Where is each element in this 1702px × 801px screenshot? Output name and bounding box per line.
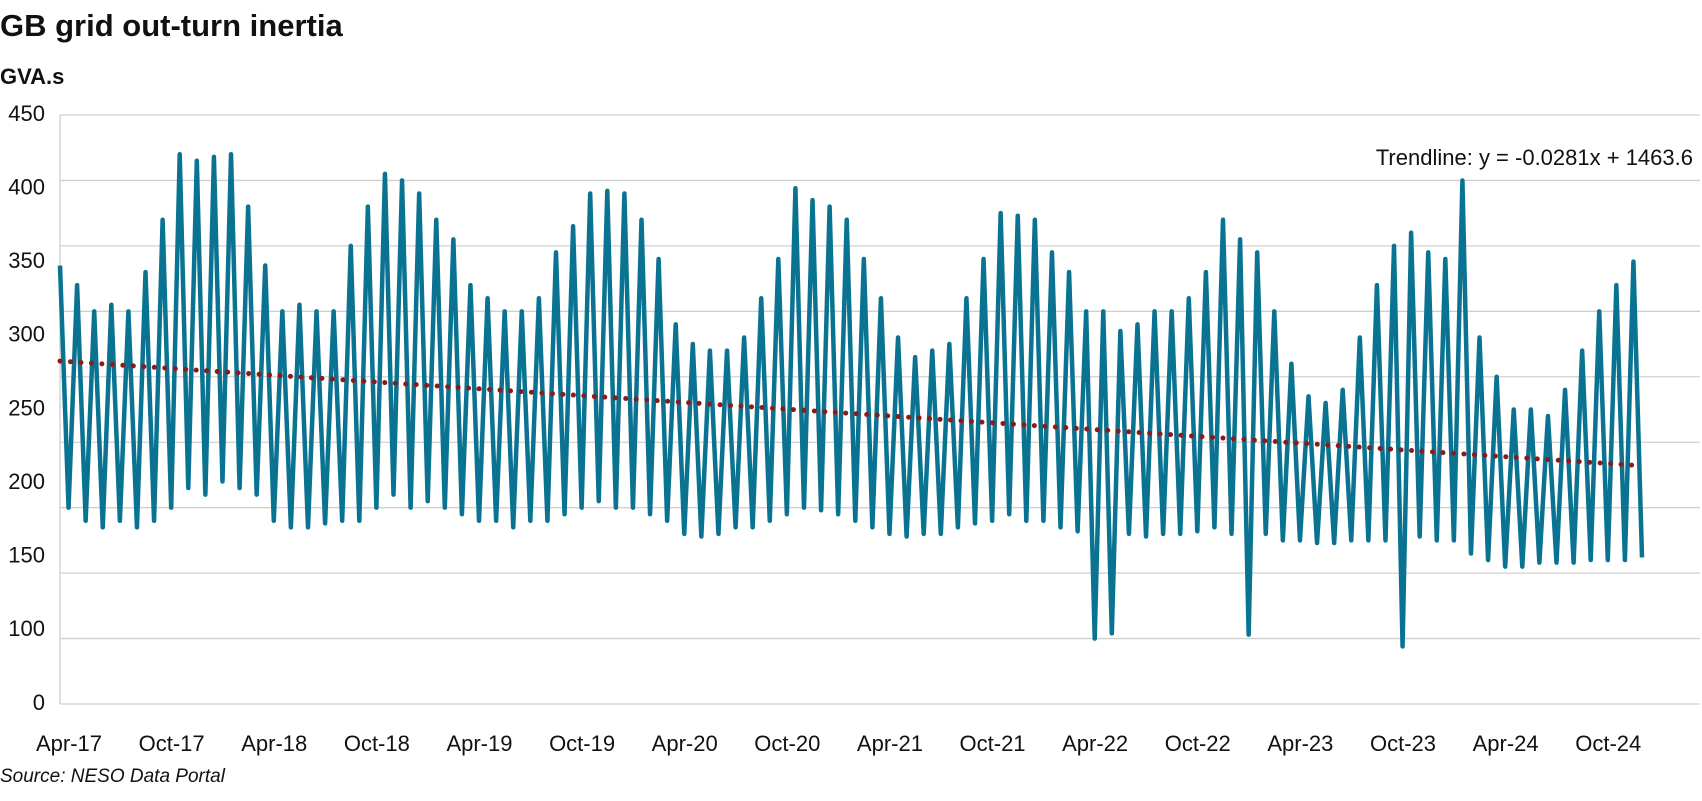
y-tick-label: 450	[8, 101, 45, 126]
trendline	[57, 358, 1645, 469]
y-tick-label: 100	[8, 616, 45, 641]
x-tick-label: Apr-23	[1267, 731, 1333, 756]
trendline-annotation: Trendline: y = -0.0281x + 1463.6	[1376, 145, 1693, 170]
x-tick-label: Apr-22	[1062, 731, 1128, 756]
y-tick-label: 250	[8, 395, 45, 420]
x-tick-label: Oct-23	[1370, 731, 1436, 756]
x-tick-label: Apr-24	[1473, 731, 1539, 756]
x-tick-label: Apr-21	[857, 731, 923, 756]
x-tick-label: Oct-19	[549, 731, 615, 756]
x-tick-label: Oct-22	[1165, 731, 1231, 756]
y-tick-label: 200	[8, 469, 45, 494]
x-tick-label: Apr-17	[36, 731, 102, 756]
source-note: Source: NESO Data Portal	[0, 766, 226, 787]
x-tick-label: Oct-21	[960, 731, 1026, 756]
x-tick-label: Oct-20	[754, 731, 820, 756]
y-tick-label: 350	[8, 248, 45, 273]
x-tick-label: Apr-20	[652, 731, 718, 756]
x-tick-label: Oct-24	[1575, 731, 1641, 756]
chart-title: GB grid out-turn inertia	[0, 8, 343, 43]
x-tick-label: Oct-17	[139, 731, 205, 756]
y-tick-label: 0	[33, 690, 45, 715]
x-tick-label: Apr-18	[241, 731, 307, 756]
y-tick-label: 400	[8, 174, 45, 199]
y-axis-unit: GVA.s	[0, 64, 64, 89]
y-tick-label: 300	[8, 322, 45, 347]
x-tick-label: Apr-19	[446, 731, 512, 756]
data-line	[57, 152, 1645, 649]
x-tick-label: Oct-18	[344, 731, 410, 756]
y-tick-label: 150	[8, 543, 45, 568]
